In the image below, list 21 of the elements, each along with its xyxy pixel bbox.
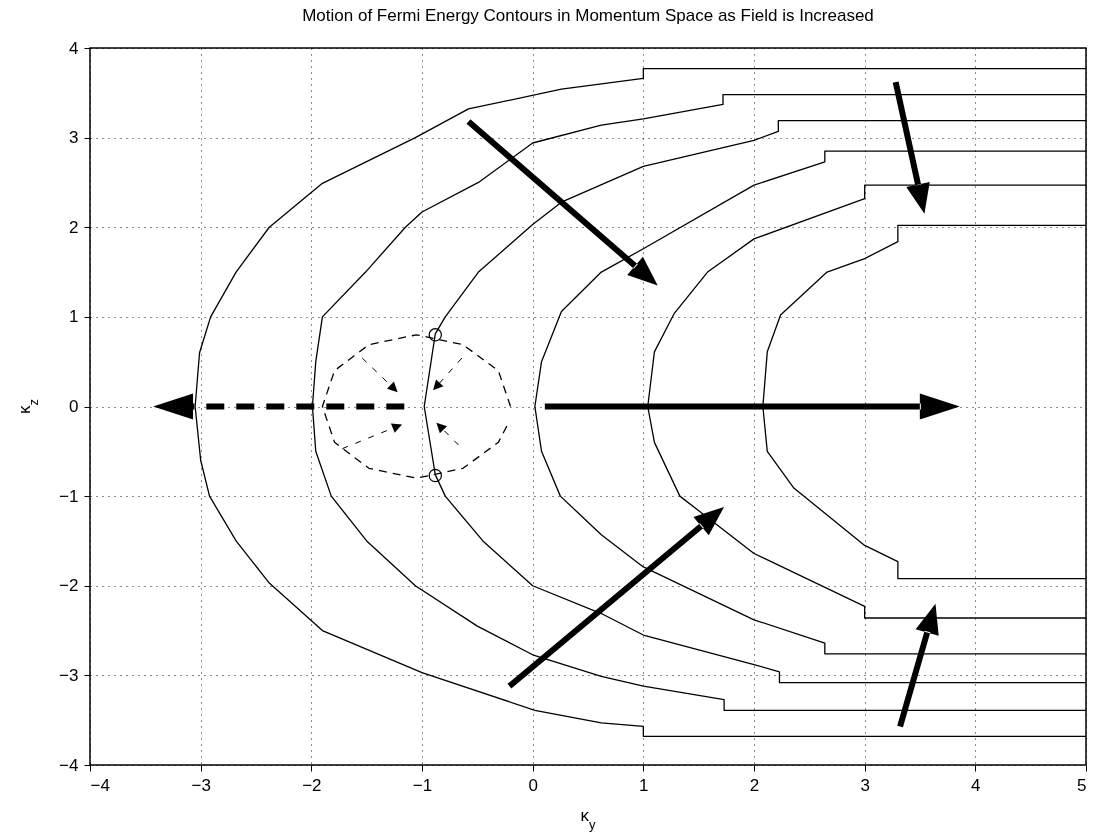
y-tick-label: 2 xyxy=(69,217,79,237)
y-tick-label: −3 xyxy=(59,665,79,685)
x-axis-title: κ$_{y}$ xyxy=(580,806,596,832)
x-tick-label: −1 xyxy=(412,775,433,795)
x-tick-label: 4 xyxy=(971,775,981,795)
x-tick-label: 0 xyxy=(528,775,538,795)
y-tick-label: −4 xyxy=(59,755,79,775)
x-tick-label: −2 xyxy=(302,775,322,795)
chart-title: Motion of Fermi Energy Contours in Momentum Space as Field is Increased xyxy=(302,6,874,25)
x-tick-label: −3 xyxy=(191,775,211,795)
x-tick-label: −4 xyxy=(90,775,110,795)
y-tick-label: 1 xyxy=(69,307,79,327)
y-tick-label: 3 xyxy=(69,128,79,148)
x-tick-label: 2 xyxy=(749,775,760,795)
x-tick-label: 5 xyxy=(1077,775,1087,795)
x-tick-label: 3 xyxy=(860,775,870,795)
y-tick-label: −1 xyxy=(59,486,79,506)
y-tick-label: −2 xyxy=(59,576,79,596)
y-tick-label: 0 xyxy=(69,397,79,416)
x-tick-label: 1 xyxy=(639,775,649,795)
y-tick-label: 4 xyxy=(69,38,79,58)
